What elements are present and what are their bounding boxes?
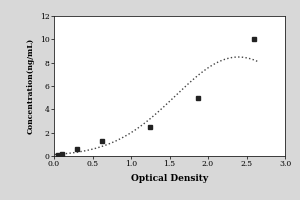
Y-axis label: Concentration(ng/mL): Concentration(ng/mL) [26,38,34,134]
X-axis label: Optical Density: Optical Density [131,174,208,183]
